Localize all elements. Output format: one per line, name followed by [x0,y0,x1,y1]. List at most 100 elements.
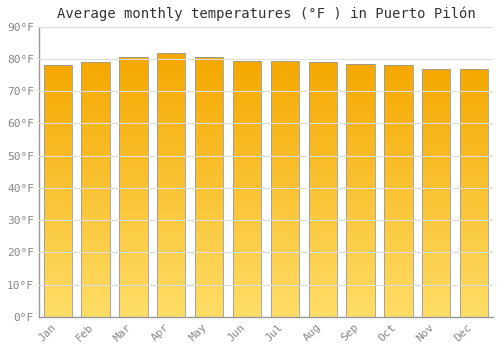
Bar [384,260,412,261]
Bar [157,314,186,315]
Bar [157,280,186,281]
Bar [460,221,488,223]
Bar [44,304,72,306]
Bar [82,205,110,206]
Bar [82,267,110,268]
Bar [308,161,337,163]
Bar [195,253,224,254]
Bar [460,77,488,79]
Bar [270,253,299,254]
Bar [233,186,261,188]
Bar [346,222,375,223]
Bar [157,128,186,129]
Bar [233,68,261,70]
Bar [460,235,488,236]
Bar [308,70,337,71]
Bar [233,308,261,309]
Bar [460,289,488,291]
Bar [422,69,450,70]
Bar [384,210,412,211]
Bar [422,177,450,178]
Bar [233,267,261,268]
Bar [119,108,148,109]
Bar [82,121,110,122]
Bar [270,291,299,293]
Bar [308,168,337,169]
Bar [308,79,337,80]
Bar [233,301,261,303]
Bar [460,210,488,211]
Bar [346,246,375,247]
Bar [157,285,186,286]
Bar [157,193,186,194]
Bar [157,256,186,257]
Bar [195,235,224,236]
Bar [119,222,148,223]
Bar [308,72,337,74]
Bar [233,259,261,260]
Bar [422,288,450,289]
Bar [460,232,488,234]
Bar [384,99,412,101]
Bar [346,171,375,173]
Bar [384,182,412,184]
Bar [384,70,412,72]
Bar [195,73,224,74]
Bar [119,68,148,69]
Bar [119,136,148,138]
Bar [384,287,412,288]
Bar [195,57,224,59]
Bar [119,229,148,230]
Bar [119,139,148,140]
Bar [195,271,224,273]
Bar [195,70,224,72]
Bar [119,130,148,131]
Bar [270,243,299,244]
Bar [460,170,488,172]
Bar [460,91,488,92]
Bar [270,212,299,213]
Bar [233,264,261,266]
Bar [384,187,412,189]
Bar [44,280,72,282]
Bar [460,98,488,100]
Bar [270,278,299,280]
Bar [346,314,375,316]
Bar [422,216,450,218]
Bar [346,251,375,252]
Bar [422,310,450,312]
Bar [44,77,72,78]
Bar [346,118,375,119]
Bar [195,191,224,192]
Bar [384,302,412,303]
Bar [308,71,337,72]
Bar [82,123,110,125]
Bar [384,230,412,231]
Bar [82,253,110,254]
Bar [157,72,186,74]
Bar [233,169,261,171]
Bar [460,314,488,316]
Bar [384,116,412,117]
Bar [82,119,110,121]
Bar [346,73,375,74]
Bar [119,172,148,173]
Bar [270,214,299,216]
Bar [384,181,412,182]
Bar [157,227,186,228]
Bar [195,179,224,181]
Bar [270,301,299,303]
Bar [270,205,299,206]
Bar [195,239,224,240]
Bar [270,61,299,317]
Bar [346,219,375,221]
Bar [195,234,224,235]
Bar [346,260,375,261]
Bar [346,242,375,244]
Bar [422,139,450,141]
Bar [195,99,224,100]
Bar [270,171,299,172]
Bar [384,65,412,317]
Bar [157,148,186,149]
Bar [460,220,488,221]
